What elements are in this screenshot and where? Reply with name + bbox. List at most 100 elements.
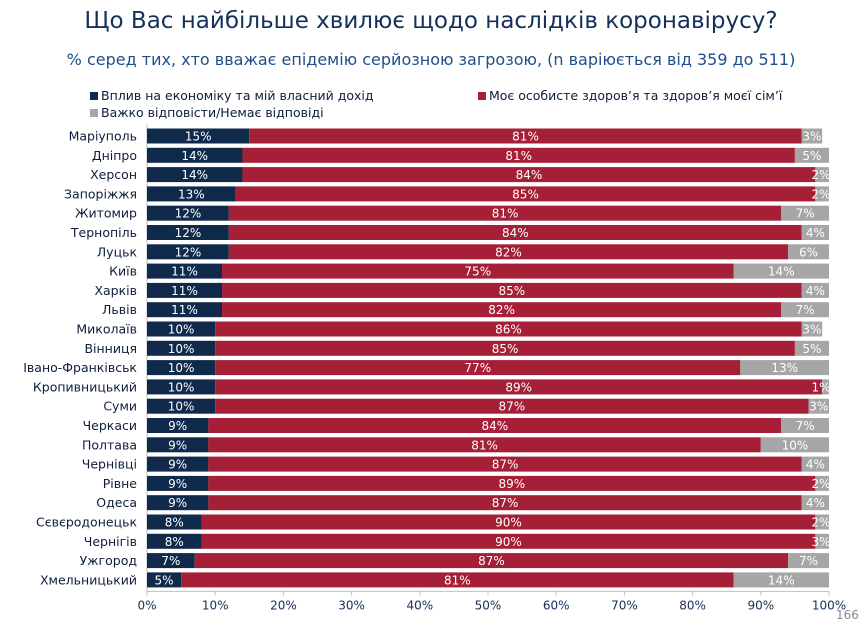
data-label: 81% — [444, 573, 471, 587]
data-label: 14% — [768, 573, 795, 587]
legend-swatch — [478, 92, 486, 100]
category-label: Суми — [103, 399, 137, 414]
bar-segment — [815, 475, 829, 491]
bar-segment — [147, 225, 229, 240]
bar-segment — [222, 302, 782, 318]
data-label: 11% — [171, 284, 198, 298]
data-label: 14% — [768, 265, 795, 279]
x-tick-label: 80% — [679, 598, 706, 612]
bar-segment — [228, 205, 782, 221]
bar-segment — [801, 282, 829, 298]
bar-segment — [235, 186, 816, 202]
data-label: 7% — [161, 554, 180, 568]
x-tick-label: 100% — [812, 598, 846, 612]
data-label: 10% — [168, 400, 195, 414]
data-label: 7% — [796, 419, 815, 433]
bar-segment — [147, 302, 223, 318]
bar-segment — [147, 514, 202, 530]
data-label: 84% — [502, 226, 529, 240]
bar-segment — [208, 437, 761, 453]
data-label: 7% — [799, 554, 818, 568]
data-label: 15% — [185, 130, 212, 144]
category-label: Черкаси — [83, 418, 137, 433]
bar-segment — [242, 167, 816, 183]
data-label: 12% — [175, 245, 202, 259]
bar-segment — [147, 186, 236, 202]
bar-segment — [781, 205, 829, 221]
bar-segment — [788, 553, 829, 569]
page-number: 166 — [836, 608, 859, 622]
bar-segment — [815, 186, 829, 202]
bar-segment — [208, 418, 782, 433]
legend-label: Важко відповісти/Немає відповіді — [101, 105, 324, 120]
data-label: 6% — [799, 245, 818, 259]
bar-segment — [228, 244, 789, 260]
data-label: 10% — [782, 438, 809, 452]
bar-segment — [242, 147, 795, 163]
bar-segment — [801, 225, 829, 240]
data-label: 12% — [175, 207, 202, 221]
x-tick-label: 10% — [202, 598, 229, 612]
category-label: Рівне — [103, 476, 138, 491]
bar-segment — [147, 282, 223, 298]
x-tick-label: 70% — [611, 598, 638, 612]
category-label: Кропивницький — [33, 379, 137, 394]
data-label: 7% — [796, 207, 815, 221]
data-label: 5% — [802, 149, 821, 163]
data-label: 9% — [168, 477, 187, 491]
bar-segment — [801, 495, 829, 511]
bar-segment — [222, 263, 734, 279]
bar-segment — [147, 244, 229, 260]
bar-segment — [147, 147, 243, 163]
x-tick-label: 30% — [338, 598, 365, 612]
legend-label: Вплив на економіку та мій власний дохід — [101, 88, 374, 103]
bar-segment — [147, 475, 209, 491]
data-label: 4% — [806, 458, 825, 472]
bar-segment — [147, 572, 182, 588]
data-label: 85% — [492, 342, 519, 356]
data-label: 82% — [495, 245, 522, 259]
data-label: 84% — [516, 168, 543, 182]
data-label: 81% — [471, 438, 498, 452]
data-label: 81% — [492, 207, 519, 221]
data-label: 81% — [505, 149, 532, 163]
data-label: 10% — [168, 342, 195, 356]
bar-segment — [147, 533, 202, 549]
bar-segment — [740, 360, 829, 376]
bar-segment — [781, 418, 829, 433]
data-label: 13% — [771, 361, 798, 375]
bar-segment — [215, 379, 823, 395]
category-label: Тернопіль — [70, 225, 137, 240]
bar-segment — [815, 514, 829, 530]
bar-segment — [208, 475, 816, 491]
category-label: Чернівці — [82, 457, 137, 472]
chart-title: Що Вас найбільше хвилює щодо наслідків к… — [84, 8, 778, 34]
bar-segment — [147, 379, 216, 395]
x-tick-label: 20% — [270, 598, 297, 612]
bar-segment — [147, 456, 209, 472]
x-tick-label: 0% — [137, 598, 156, 612]
category-label: Луцьк — [97, 244, 138, 259]
data-label: 75% — [464, 265, 491, 279]
bar-segment — [147, 495, 209, 511]
category-label: Вінниця — [84, 341, 137, 356]
data-label: 14% — [181, 168, 208, 182]
bar-segment — [181, 572, 734, 588]
data-label: 77% — [464, 361, 491, 375]
data-label: 2% — [811, 477, 830, 491]
data-label: 9% — [168, 458, 187, 472]
data-label: 5% — [155, 573, 174, 587]
bar-segment — [733, 572, 829, 588]
bar-segment — [801, 456, 829, 472]
bar-segment — [815, 167, 829, 183]
category-label: Одеса — [96, 495, 137, 510]
x-tick-label: 60% — [543, 598, 570, 612]
data-label: 87% — [478, 554, 505, 568]
data-label: 82% — [488, 303, 515, 317]
bar-segment — [201, 533, 816, 549]
data-label: 9% — [168, 419, 187, 433]
data-label: 8% — [165, 535, 184, 549]
bar-segment — [147, 437, 209, 453]
bar-segment — [215, 340, 795, 356]
